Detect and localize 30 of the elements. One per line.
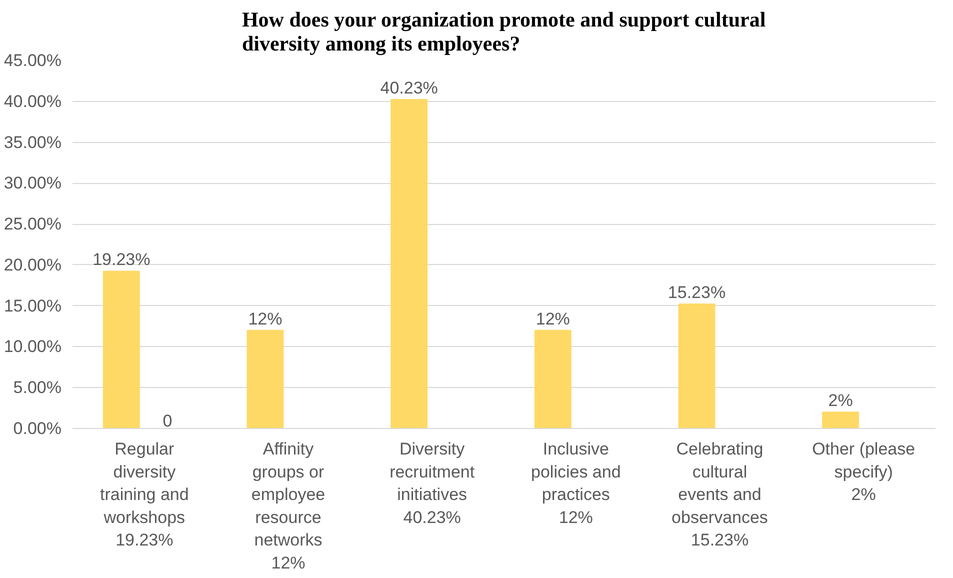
- bar: [534, 330, 572, 428]
- x-tick-label: Other (please specify) 2%: [812, 440, 916, 504]
- x-tick-label: Diversity recruitment initiatives 40.23%: [390, 440, 475, 527]
- data-label: 40.23%: [380, 78, 438, 98]
- y-tick-label: 25.00%: [4, 214, 62, 234]
- data-label: 15.23%: [668, 282, 726, 302]
- y-tick-label: 20.00%: [4, 255, 62, 274]
- y-tick-label: 30.00%: [4, 174, 62, 193]
- y-tick-label: 15.00%: [4, 296, 62, 316]
- data-label: 0: [162, 412, 172, 430]
- data-label: 2%: [828, 391, 853, 410]
- y-tick-label: 10.00%: [4, 337, 62, 356]
- bar: [822, 412, 860, 428]
- x-tick-label: Regular diversity training and workshops 19.23%: [100, 440, 189, 550]
- y-tick-label: 35.00%: [4, 132, 62, 152]
- x-tick-label: Celebrating cultural events and observances 15.23%: [672, 440, 768, 550]
- data-label: 19.23%: [92, 250, 150, 270]
- chart-title: How does your organization promote and support cultural diversity among its employees?: [242, 8, 766, 56]
- x-tick-label: Affinity groups or employee resource networks 12%: [251, 440, 326, 572]
- bar: [102, 270, 140, 428]
- x-tick-label: Inclusive policies and practices 12%: [531, 440, 621, 527]
- data-label: 12%: [248, 309, 282, 328]
- data-label: 12%: [536, 309, 570, 328]
- bar: [678, 303, 716, 428]
- bar: [246, 330, 284, 428]
- y-tick-label: 45.00%: [4, 51, 62, 70]
- y-tick-label: 5.00%: [13, 378, 62, 398]
- y-tick-label: 0.00%: [13, 419, 62, 438]
- bar: [390, 99, 428, 428]
- y-tick-label: 40.00%: [4, 92, 62, 111]
